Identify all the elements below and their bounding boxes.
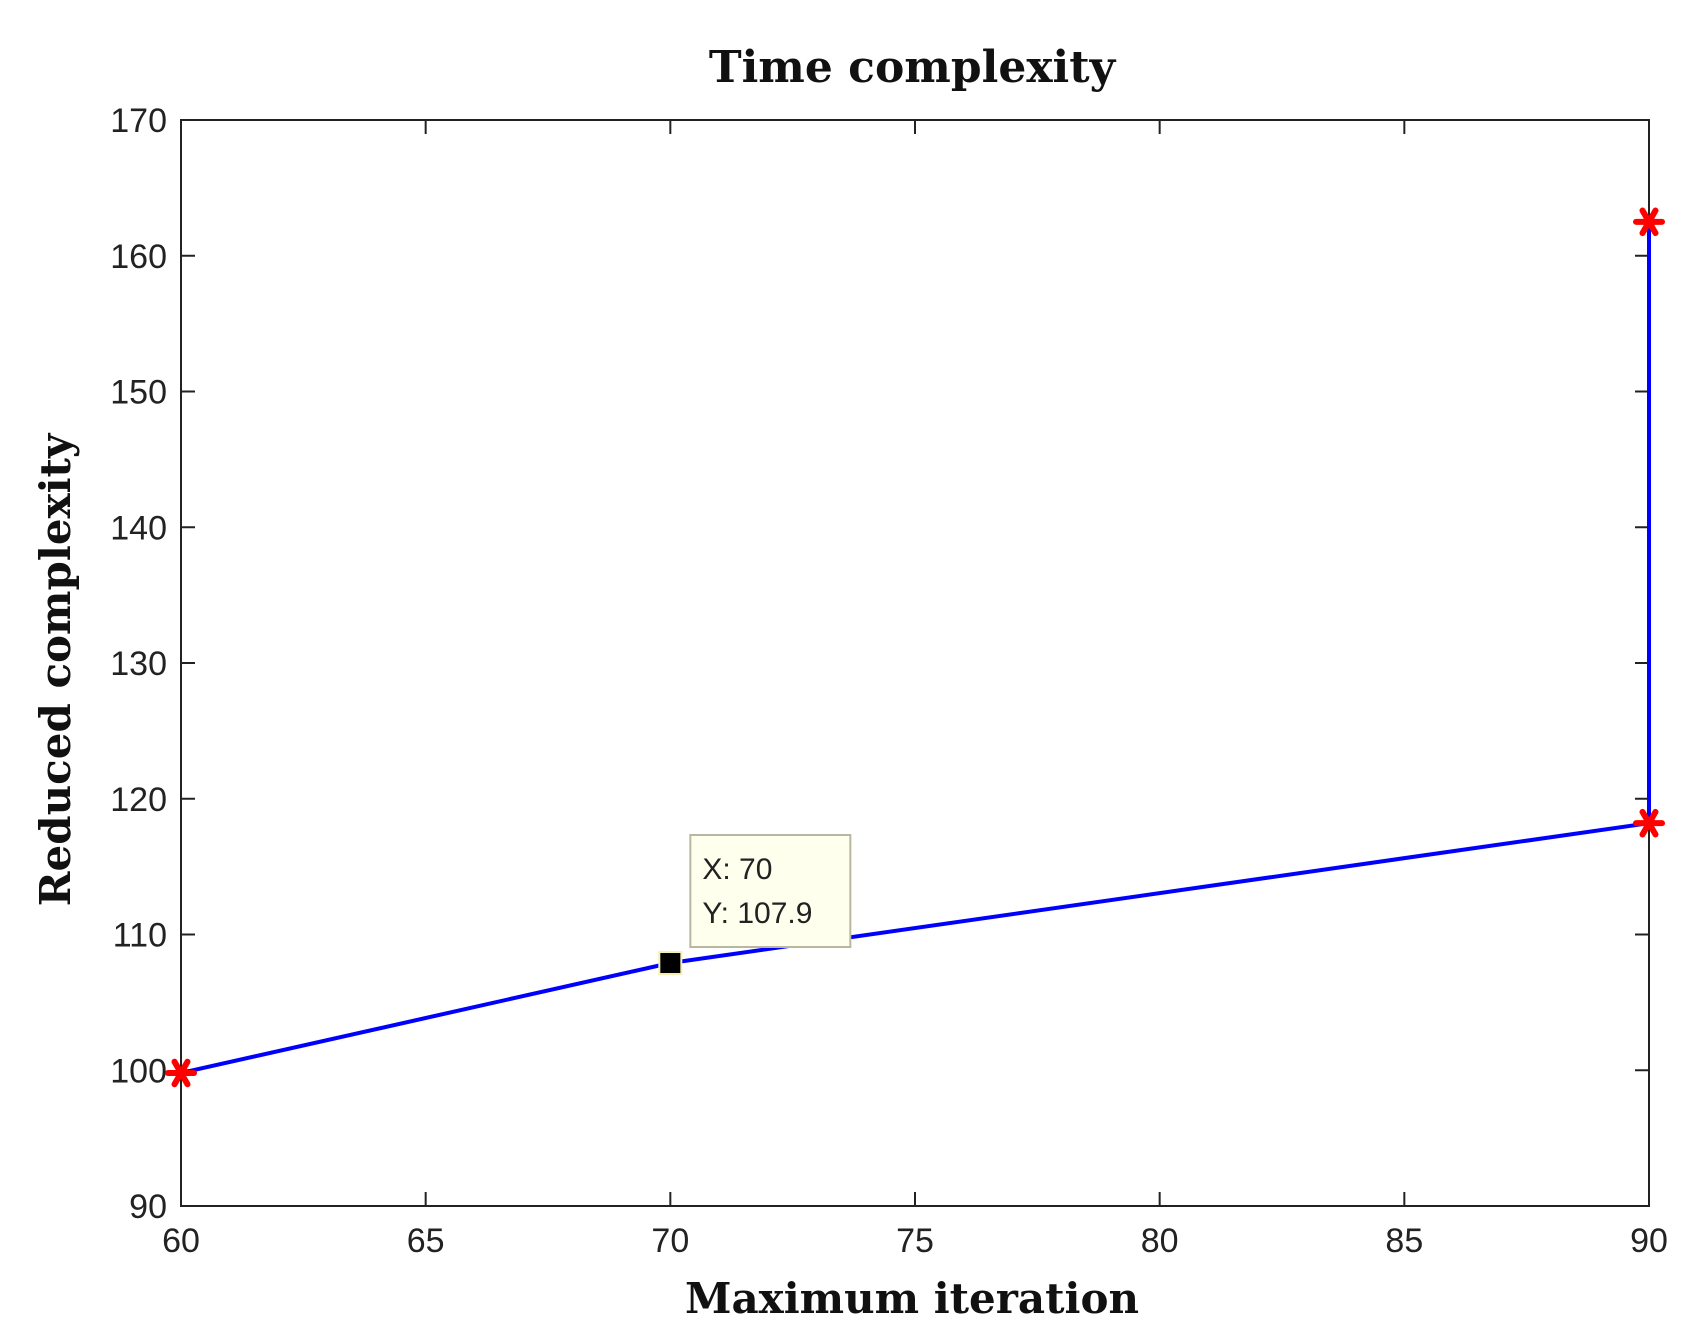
series-line [180, 221, 1651, 1075]
star-marker-center [1643, 215, 1655, 228]
x-tick-label: 85 [1385, 1222, 1423, 1260]
axes-box [180, 119, 1650, 1207]
datatip-box: X: 70 Y: 107.9 [689, 834, 852, 949]
y-tick-label: 150 [110, 374, 167, 412]
x-tick-label: 60 [162, 1222, 200, 1260]
y-axis-label: Reduced complexity [31, 432, 80, 906]
y-tick-label: 160 [110, 238, 167, 276]
chart-title: Time complexity [709, 42, 1117, 93]
x-tick-label: 90 [1630, 1222, 1668, 1260]
datatip-x-label: X: 70 [702, 853, 772, 886]
datatip-marker [658, 951, 683, 976]
x-tick-label: 75 [896, 1222, 934, 1260]
star-marker [165, 1058, 197, 1088]
y-tick-label: 90 [129, 1188, 167, 1226]
star-marker-center [175, 1066, 187, 1079]
y-tick-label: 100 [110, 1052, 167, 1090]
y-tick-label: 170 [110, 102, 167, 140]
y-tick-label: 140 [110, 509, 167, 547]
y-tick-label: 120 [110, 781, 167, 819]
datatip-y-label: Y: 107.9 [702, 897, 812, 930]
star-marker [1633, 808, 1665, 838]
y-tick-label: 110 [113, 917, 167, 955]
x-axis-label: Maximum iteration [685, 1274, 1139, 1323]
plot-area: 60 65 70 75 80 85 90 90 100 110 120 130 140 150 160 170… [110, 102, 1668, 1260]
star-marker-center [1643, 817, 1655, 830]
datatip-background [689, 834, 852, 949]
x-tick-label: 70 [651, 1222, 689, 1260]
x-tick-label: 65 [407, 1222, 445, 1260]
x-tick-label: 80 [1141, 1222, 1179, 1260]
star-marker [1633, 207, 1665, 237]
y-tick-label: 130 [110, 645, 167, 683]
